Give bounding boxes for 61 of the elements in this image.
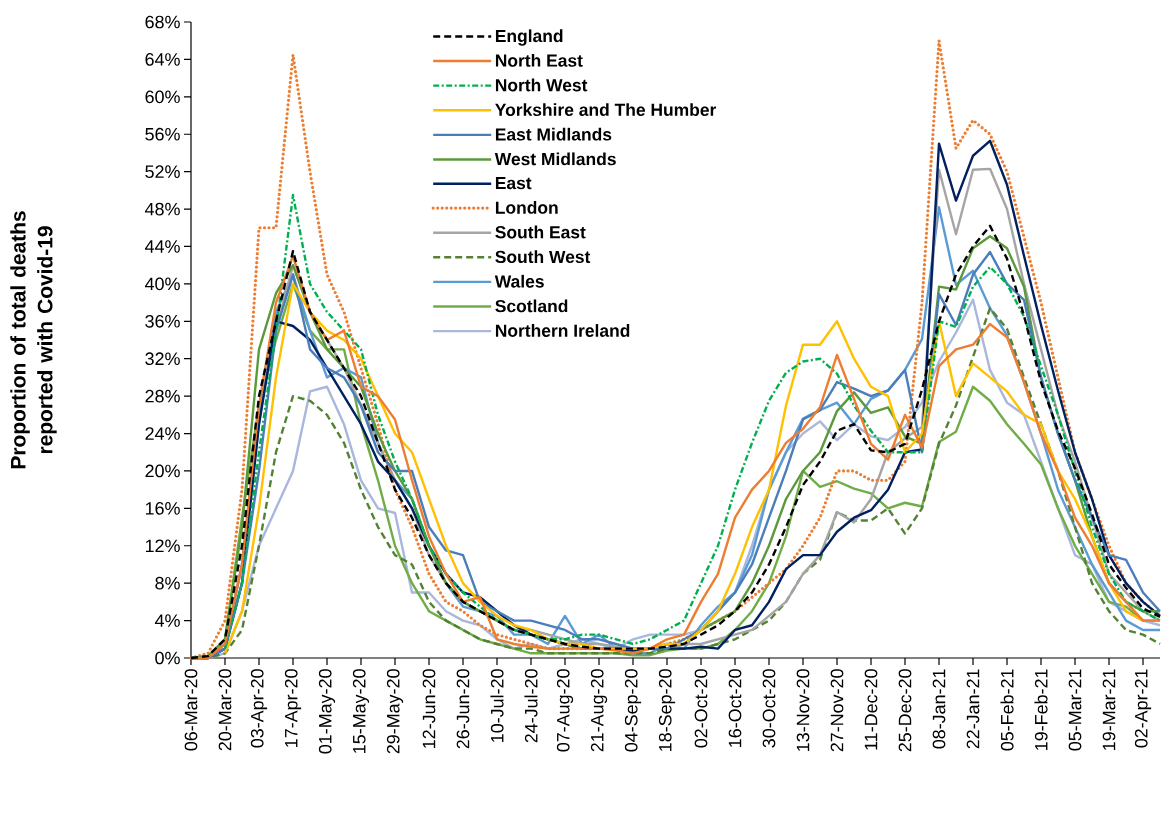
legend-label: South West — [495, 250, 591, 264]
x-tick-label: 25-Dec-20 — [898, 669, 912, 752]
x-tick-label: 05-Feb-21 — [1000, 669, 1014, 751]
x-tick-label: 15-May-20 — [352, 669, 370, 753]
x-tick-label: 27-Nov-20 — [830, 669, 844, 752]
y-tick-label: 12% — [145, 539, 180, 553]
y-tick-label: 68% — [145, 15, 180, 29]
x-tick-label: 13-Nov-20 — [796, 669, 810, 751]
x-tick-label: 16-Oct-20 — [728, 669, 742, 747]
legend-label: Wales — [494, 274, 544, 288]
x-tick-label: 05-Mar-21 — [1068, 669, 1082, 751]
y-tick-label: 20% — [145, 464, 180, 478]
x-tick-label: 29-May-20 — [386, 669, 404, 754]
x-tick-label: 26-Jun-20 — [456, 669, 470, 749]
y-tick-label: 4% — [154, 614, 180, 627]
y-tick-label: 24% — [145, 427, 180, 440]
y-tick-label: 40% — [144, 277, 180, 291]
x-tick-label: 19-Mar-21 — [1102, 669, 1116, 750]
legend-label: Yorkshire and The Humber — [495, 103, 717, 117]
y-tick-label: 60% — [145, 90, 180, 104]
x-tick-label: 06-Mar-20 — [184, 669, 198, 751]
x-tick-label: 08-Jan-21 — [932, 669, 946, 749]
x-tick-label: 03-Apr-20 — [250, 669, 268, 748]
legend-label: London — [495, 201, 558, 214]
x-tick-label: 20-Mar-20 — [218, 669, 232, 751]
x-tick-label: 12-Jun-20 — [422, 669, 436, 748]
x-tick-label: 30-Oct-20 — [762, 669, 776, 748]
x-tick-label: 07-Aug-20 — [556, 669, 574, 752]
legend-label: North West — [495, 78, 588, 92]
legend-label: East — [495, 177, 532, 190]
y-tick-label: 64% — [145, 53, 180, 66]
y-tick-label: 32% — [145, 352, 180, 366]
y-tick-label: 28% — [145, 389, 180, 403]
y-tick-label: 52% — [145, 165, 180, 178]
x-tick-label: 01-May-20 — [318, 669, 336, 754]
y-tick-label: 36% — [145, 314, 180, 328]
y-tick-label: 8% — [155, 576, 180, 590]
legend-label: West Midlands — [494, 152, 616, 166]
x-tick-label: 18-Sep-20 — [658, 669, 676, 751]
legend-label: South East — [495, 225, 586, 239]
x-tick-label: 11-Dec-20 — [864, 669, 878, 750]
y-tick-label: 48% — [144, 202, 180, 216]
y-tick-label: 0% — [155, 651, 180, 665]
x-tick-label: 19-Feb-21 — [1034, 669, 1048, 750]
x-tick-label: 02-Oct-20 — [694, 669, 708, 748]
legend-label: East Midlands — [495, 127, 612, 141]
y-tick-label: 16% — [145, 501, 180, 515]
legend-label: Scotland — [495, 299, 568, 313]
x-tick-label: 21-Aug-20 — [590, 669, 608, 752]
x-tick-label: 10-Jul-20 — [490, 669, 504, 742]
legend-label: Northern Ireland — [495, 324, 630, 337]
legend-label: North East — [495, 53, 583, 67]
x-tick-label: 04-Sep-20 — [624, 669, 642, 752]
x-tick-label: 22-Jan-21 — [966, 669, 980, 749]
x-tick-label: 02-Apr-21 — [1134, 669, 1152, 748]
y-tick-label: 44% — [144, 240, 180, 253]
y-tick-label: 56% — [145, 127, 180, 141]
x-tick-label: 17-Apr-20 — [284, 669, 302, 747]
x-tick-label: 24-Jul-20 — [524, 669, 538, 743]
y-axis-title: Proportion of total deaths reported with Covid-19 — [10, 211, 57, 469]
legend-label: England — [495, 29, 563, 46]
